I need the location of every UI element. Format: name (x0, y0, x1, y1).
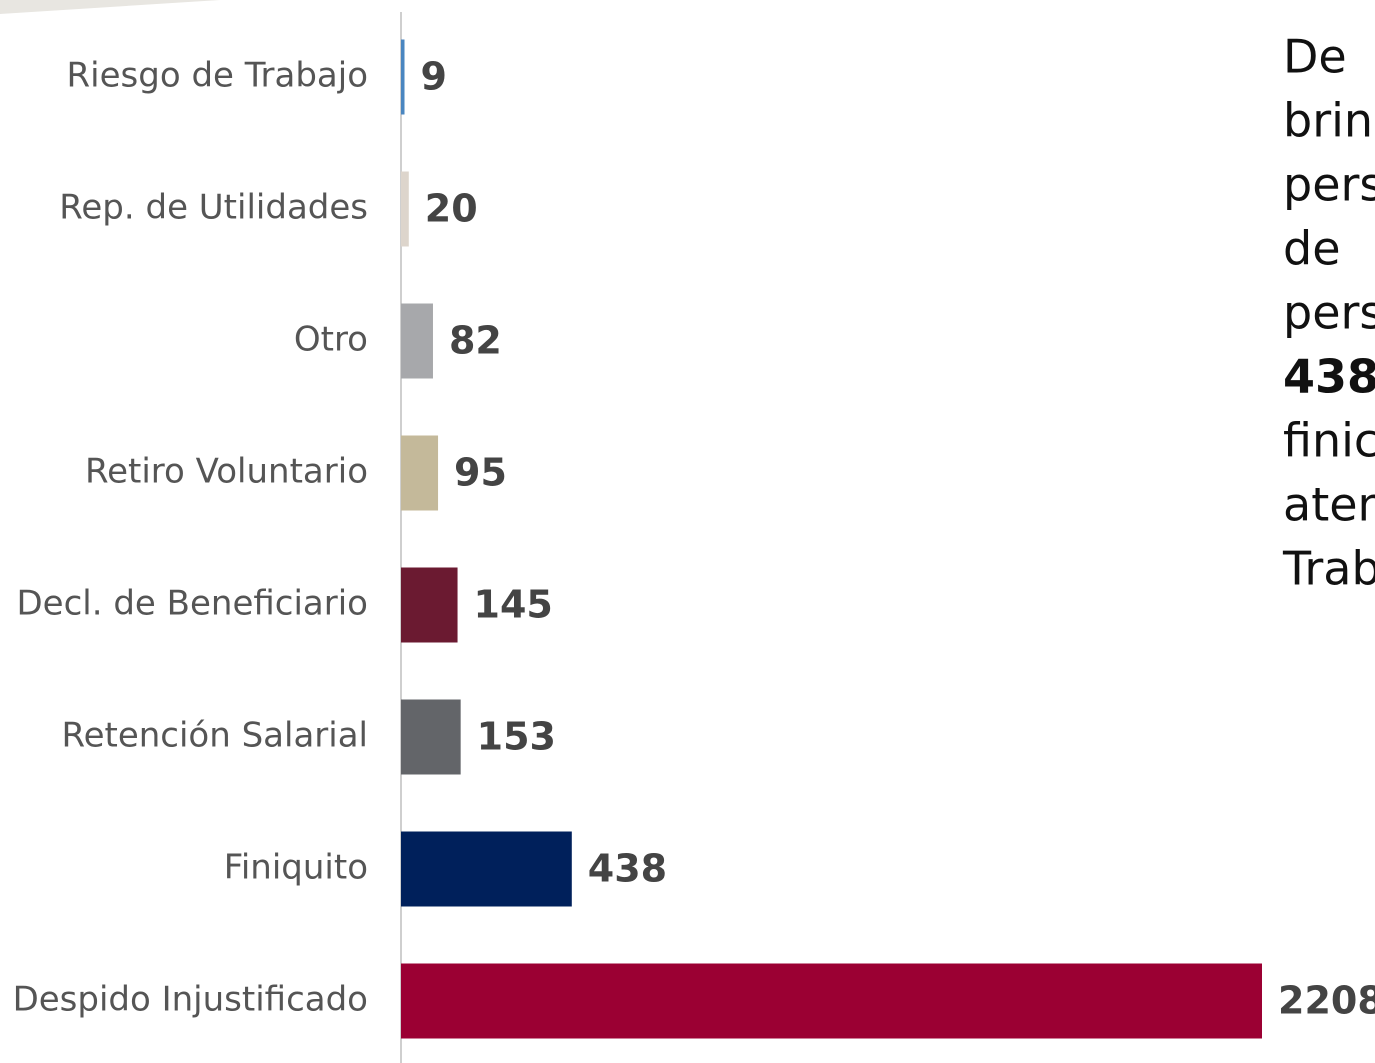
annotation-line: de (1283, 222, 1341, 276)
value-label: 2208 (1278, 979, 1375, 1023)
value-label: 20 (425, 187, 478, 231)
annotation-line: pers (1283, 158, 1375, 212)
value-label: 82 (449, 319, 502, 363)
category-label: Decl. de Beneficiario (17, 584, 369, 624)
value-label: 145 (474, 583, 553, 627)
category-label: Otro (294, 320, 368, 360)
annotation-line: pers (1283, 286, 1375, 340)
annotation-line: aten (1283, 478, 1375, 532)
bar (401, 699, 461, 775)
annotation-line: De (1283, 30, 1347, 84)
bar (401, 831, 572, 907)
annotation-line: Trab (1282, 542, 1375, 596)
bar (401, 39, 405, 115)
annotation-line: brin (1283, 94, 1373, 148)
decoration (0, 0, 220, 14)
value-label: 153 (477, 715, 556, 759)
annotation-line: finic (1283, 414, 1375, 468)
category-label: Riesgo de Trabajo (67, 56, 368, 96)
value-label: 95 (454, 451, 507, 495)
annotation-line: 438 (1283, 350, 1375, 404)
value-label: 438 (588, 847, 667, 891)
category-label: Retención Salarial (61, 716, 368, 756)
bar (401, 567, 458, 643)
bar (401, 303, 433, 379)
bar (401, 963, 1262, 1039)
bar (401, 171, 409, 247)
value-label: 9 (421, 55, 447, 99)
category-label: Retiro Voluntario (85, 452, 368, 492)
category-label: Despido Injustificado (13, 980, 368, 1020)
category-label: Rep. de Utilidades (59, 188, 368, 228)
bar (401, 435, 439, 511)
category-label: Finiquito (224, 848, 368, 888)
